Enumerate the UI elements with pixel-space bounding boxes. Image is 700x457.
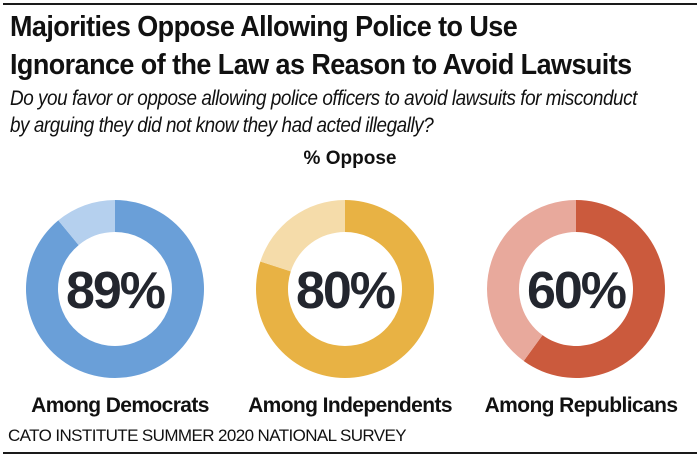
donut-slice-remainder-republicans bbox=[487, 200, 576, 362]
value-label-independents: 80% bbox=[296, 262, 395, 320]
source-note: CATO INSTITUTE SUMMER 2020 NATIONAL SURV… bbox=[8, 426, 407, 445]
subtitle-line-1: Do you favor or oppose allowing police o… bbox=[10, 87, 637, 110]
category-label-republicans: Among Republicans bbox=[484, 394, 678, 417]
chart-subtitle: Do you favor or oppose allowing police o… bbox=[10, 85, 640, 139]
donut-slice-oppose-republicans bbox=[523, 200, 665, 378]
top-rule bbox=[3, 3, 697, 5]
chart-title: Majorities Oppose Allowing Police to Use… bbox=[10, 8, 652, 84]
bottom-rule bbox=[3, 452, 697, 454]
measure-label: % Oppose bbox=[303, 148, 397, 169]
value-label-republicans: 60% bbox=[527, 262, 626, 320]
category-label-democrats: Among Democrats bbox=[31, 394, 209, 417]
donut-slice-remainder-independents bbox=[260, 200, 345, 272]
subtitle-line-2: by arguing they did not know they had ac… bbox=[10, 114, 434, 137]
donut-slice-remainder-democrats bbox=[58, 200, 115, 246]
donut-charts: 89% 80% 60% bbox=[26, 200, 665, 378]
category-label-independents: Among Independents bbox=[248, 394, 452, 417]
chart-title-line-1: Majorities Oppose Allowing Police to Use bbox=[10, 11, 518, 43]
donut-slice-oppose-democrats bbox=[26, 200, 205, 378]
value-label-democrats: 89% bbox=[66, 262, 165, 320]
chart-title-line-2: Ignorance of the Law as Reason to Avoid … bbox=[10, 49, 632, 81]
donut-slice-oppose-independents bbox=[255, 200, 434, 378]
